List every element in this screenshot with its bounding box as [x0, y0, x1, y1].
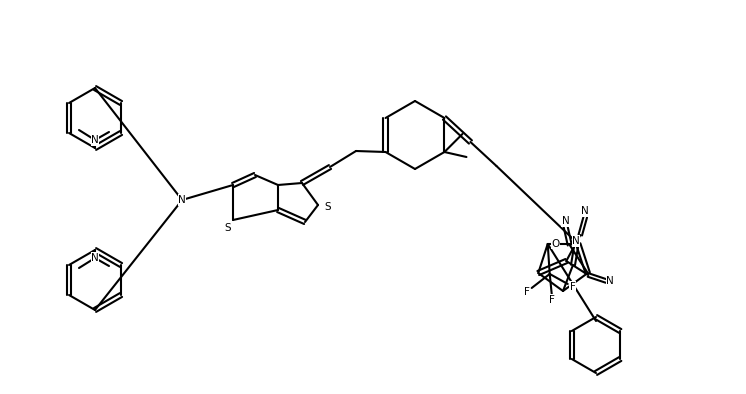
Text: N: N [562, 216, 570, 226]
Text: N: N [606, 276, 614, 286]
Text: N: N [91, 135, 99, 145]
Text: N: N [91, 253, 99, 263]
Text: N: N [572, 236, 580, 246]
Text: S: S [325, 202, 331, 212]
Text: N: N [178, 195, 186, 205]
Text: F: F [524, 287, 530, 297]
Text: F: F [570, 282, 576, 292]
Text: O: O [551, 239, 560, 249]
Text: F: F [549, 295, 555, 305]
Text: N: N [581, 206, 589, 216]
Text: S: S [225, 223, 231, 233]
